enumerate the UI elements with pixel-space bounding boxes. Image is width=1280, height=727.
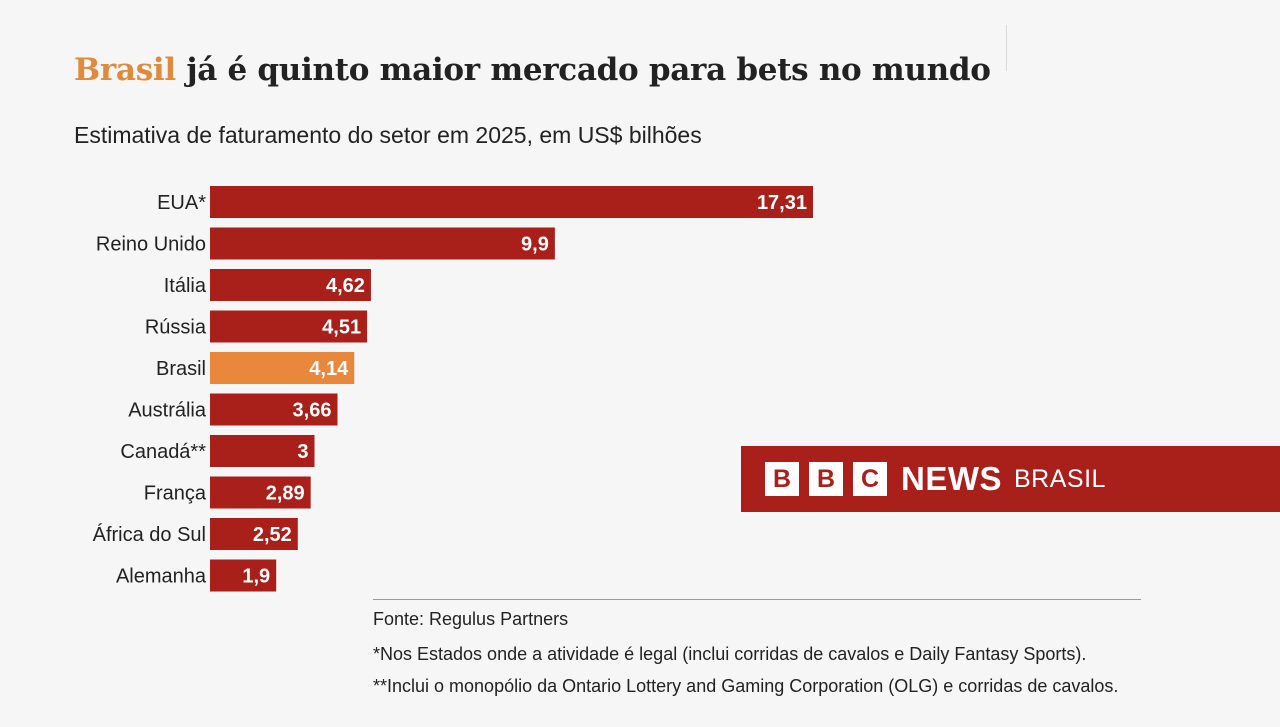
bar-9 xyxy=(210,559,277,592)
value-label-6: 3 xyxy=(297,441,308,463)
category-label-6: Canadá** xyxy=(120,441,206,463)
value-label-3: 4,51 xyxy=(322,317,361,339)
category-label-8: África do Sul xyxy=(93,523,206,546)
footnote-canada: **Inclui o monopólio da Ontario Lottery … xyxy=(373,676,1119,696)
bbc-news-brasil-logo: B B C NEWS BRASIL xyxy=(741,446,1280,512)
logo-news: NEWS xyxy=(901,460,1002,497)
category-label-2: Itália xyxy=(164,275,207,297)
top-divider xyxy=(1006,25,1007,71)
chart-subtitle: Estimativa de faturamento do setor em 20… xyxy=(74,122,702,148)
value-label-9: 1,9 xyxy=(242,566,270,588)
category-label-0: EUA* xyxy=(157,192,206,214)
category-label-3: Rússia xyxy=(145,317,207,339)
title-highlight: Brasil xyxy=(74,52,176,88)
value-label-8: 2,52 xyxy=(253,524,292,546)
footer-divider xyxy=(373,599,1141,600)
value-label-7: 2,89 xyxy=(266,483,305,505)
value-label-5: 3,66 xyxy=(293,400,332,422)
bar-6 xyxy=(210,435,315,467)
category-label-9: Alemanha xyxy=(116,566,207,588)
logo-letter-b1: B xyxy=(765,462,799,496)
value-label-2: 4,62 xyxy=(326,275,365,297)
bar-1 xyxy=(210,227,555,260)
bar-7 xyxy=(210,476,311,509)
bar-3 xyxy=(210,310,368,343)
value-label-0: 17,31 xyxy=(757,192,807,214)
category-label-1: Reino Unido xyxy=(96,234,206,256)
chart-title: Brasil já é quinto maior mercado para be… xyxy=(74,52,991,88)
source-note: Fonte: Regulus Partners xyxy=(373,609,569,629)
category-label-4: Brasil xyxy=(156,358,206,380)
category-label-5: Austrália xyxy=(128,400,207,422)
bar-0 xyxy=(210,186,813,218)
bar-5 xyxy=(210,393,338,426)
footnote-usa: *Nos Estados onde a atividade é legal (i… xyxy=(373,644,1087,664)
bar-chart: EUA* 17,31 Reino Unido 9,9 Itália 4,62 Rússia 4… xyxy=(93,186,813,592)
bar-8 xyxy=(210,518,298,550)
logo-brasil: BRASIL xyxy=(1014,464,1106,493)
value-label-4: 4,14 xyxy=(309,358,349,380)
category-label-7: França xyxy=(144,483,207,505)
logo-letter-b2: B xyxy=(809,462,843,496)
bar-4 xyxy=(210,352,355,384)
title-rest: já é quinto maior mercado para bets no m… xyxy=(175,52,991,88)
value-label-1: 9,9 xyxy=(521,234,549,256)
bar-2 xyxy=(210,269,371,301)
logo-letter-c: C xyxy=(853,462,887,496)
